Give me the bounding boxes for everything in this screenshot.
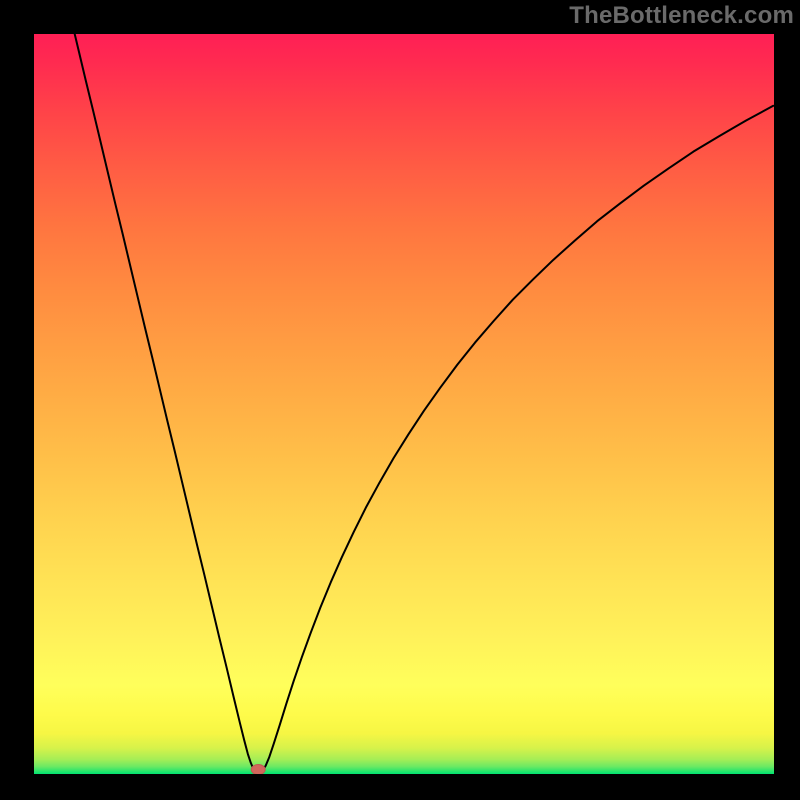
plot-area xyxy=(34,34,774,774)
watermark-label: TheBottleneck.com xyxy=(569,2,794,30)
chart-stage: TheBottleneck.com xyxy=(0,0,800,800)
gradient-rect xyxy=(34,34,774,774)
heatmap-gradient-background xyxy=(34,34,774,774)
